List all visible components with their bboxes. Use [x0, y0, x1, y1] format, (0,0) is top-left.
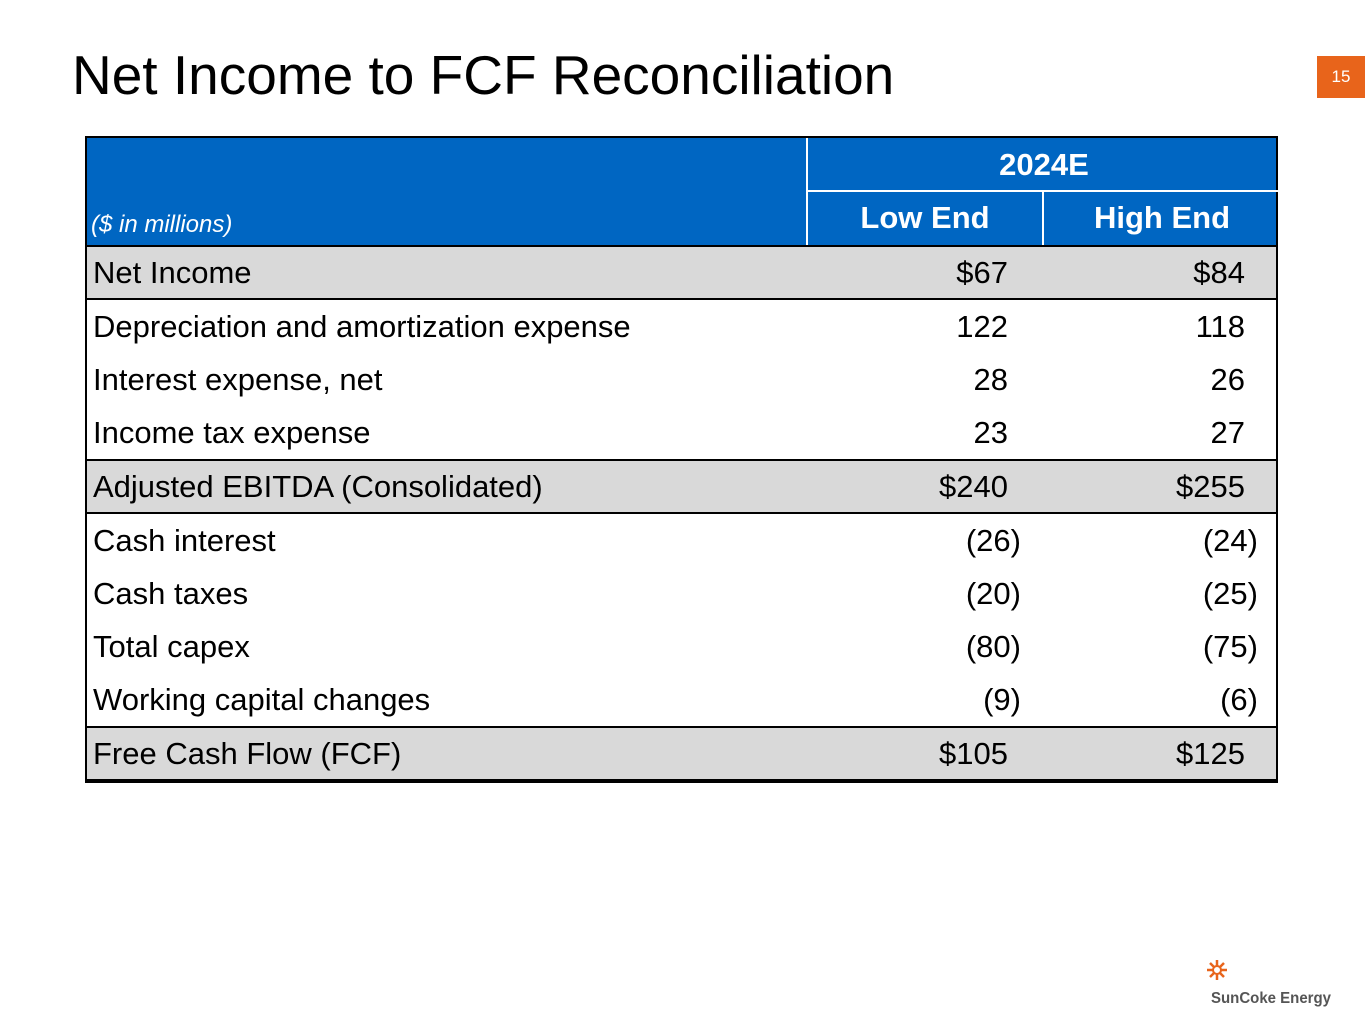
cell-value: (9) [983, 682, 1021, 717]
unit-label: ($ in millions) [91, 211, 233, 238]
table-row: Cash interest (26) (24) [87, 514, 1276, 567]
row-label: Total capex [93, 629, 250, 664]
reconciliation-table: ($ in millions) 2024E Low End High End N… [85, 136, 1280, 783]
logo-text: SunCoke Energy [1211, 990, 1331, 1007]
row-label: Adjusted EBITDA (Consolidated) [93, 469, 543, 504]
row-label: Working capital changes [93, 682, 431, 717]
table-row: Working capital changes (9) (6) [87, 673, 1276, 726]
logo: SunCoke Energy [1207, 960, 1331, 1007]
cell-value: 27 [1210, 415, 1245, 450]
cell-value: 23 [973, 415, 1008, 450]
cell-value: $255 [1176, 469, 1245, 504]
table-row: Net Income $67 $84 [87, 245, 1276, 300]
table-row: Depreciation and amortization expense 122… [87, 300, 1276, 353]
cell-value: 118 [1195, 309, 1245, 344]
row-label: Depreciation and amortization expense [93, 309, 631, 344]
page-number: 15 [1317, 56, 1365, 98]
row-label: Income tax expense [93, 415, 371, 450]
table-row: Cash taxes (20) (25) [87, 567, 1276, 620]
cell-value: (25) [1202, 576, 1258, 611]
row-label: Free Cash Flow (FCF) [93, 736, 402, 771]
cell-value: 28 [973, 362, 1008, 397]
row-label: Cash interest [93, 523, 276, 558]
column-header: Low End [806, 191, 1042, 245]
table-row: Adjusted EBITDA (Consolidated) $240 $255 [87, 459, 1276, 514]
cell-value: (24) [1202, 523, 1258, 558]
cell-value: $67 [956, 255, 1008, 290]
table-body: Net Income $67 $84 Depreciation and amortiz… [87, 245, 1276, 781]
column-header: High End [1042, 191, 1280, 245]
table-header: ($ in millions) 2024E Low End High End [87, 138, 1280, 245]
cell-value: 122 [956, 309, 1008, 344]
table-row: Free Cash Flow (FCF) $105 $125 [87, 726, 1276, 781]
cell-value: (26) [965, 523, 1021, 558]
table-row: Income tax expense 23 27 [87, 406, 1276, 459]
cell-value: $240 [939, 469, 1008, 504]
row-label: Cash taxes [93, 576, 249, 611]
table-row: Interest expense, net 28 26 [87, 353, 1276, 406]
cell-value: (75) [1202, 629, 1258, 664]
cell-value: (80) [965, 629, 1021, 664]
row-label: Net Income [93, 255, 252, 290]
cell-value: (20) [965, 576, 1021, 611]
cell-value: (6) [1220, 682, 1258, 717]
cell-value: $105 [939, 736, 1008, 771]
row-label: Interest expense, net [93, 362, 383, 397]
cell-value: $125 [1176, 736, 1245, 771]
slide-title: Net Income to FCF Reconciliation [72, 44, 895, 106]
cell-value: $84 [1193, 255, 1245, 290]
cell-value: 26 [1210, 362, 1245, 397]
table-row: Total capex (80) (75) [87, 620, 1276, 673]
period-header: 2024E [806, 138, 1280, 192]
